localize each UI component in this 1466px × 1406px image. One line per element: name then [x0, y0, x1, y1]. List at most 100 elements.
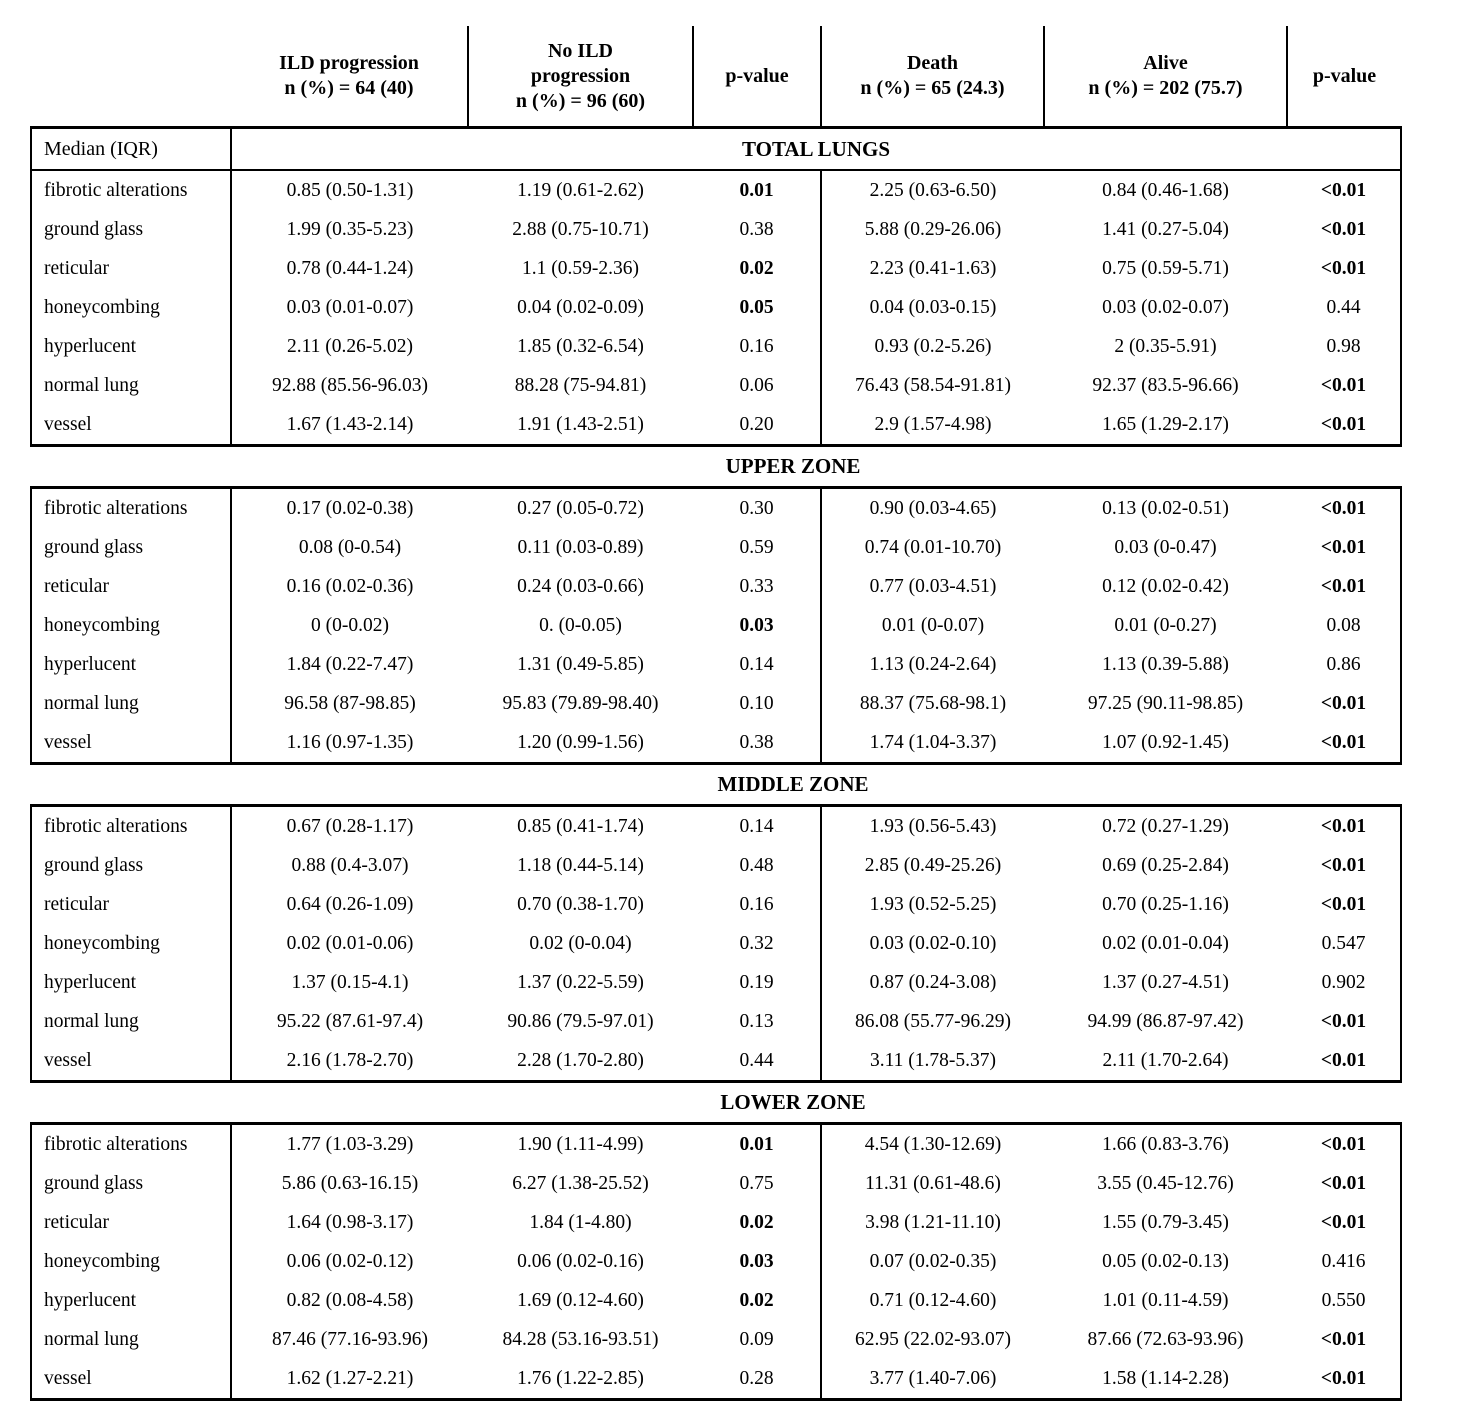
alive-cell: 0.05 (0.02-0.13) [1102, 1250, 1229, 1272]
death-cell: 1.93 (0.56-5.43) [821, 804, 1044, 846]
p-value-1-cell: 0.38 [693, 723, 822, 765]
p-value-1-cell: 0.14 [693, 804, 822, 846]
p-value-2-cell: <0.01 [1287, 684, 1402, 723]
row-label-cell: vessel [30, 723, 232, 765]
row-label-cell: fibrotic alterations [30, 804, 232, 846]
p-value-2-cell: <0.01 [1287, 405, 1402, 447]
column-header-row-label [31, 26, 231, 128]
ild-progression-cell: 2.11 (0.26-5.02) [286, 335, 413, 357]
alive-cell: 1.41 (0.27-5.04) [1102, 218, 1229, 240]
death-cell: 1.74 (1.04-3.37) [821, 723, 1044, 765]
p-value-1-cell: 0.38 [693, 210, 822, 249]
ild-progression-cell: 0.17 (0.02-0.38) [231, 486, 468, 528]
column-header-death: Death n (%) = 65 (24.3) [820, 26, 1044, 128]
death-cell: 0.90 (0.03-4.65) [821, 486, 1044, 528]
p-value-1-cell: 0.20 [693, 405, 822, 447]
no-ild-progression-cell: 1.20 (0.99-1.56) [468, 723, 693, 765]
p-value-1-cell: 0.16 [693, 885, 822, 924]
p-value-2-cell: 0.416 [1287, 1242, 1402, 1281]
table-row: fibrotic alterations 0.85 (0.50-1.31) 1.19… [30, 170, 1402, 210]
no-ild-progression-cell: 2.28 (1.70-2.80) [468, 1041, 693, 1083]
alive-cell: 97.25 (90.11-98.85) [1087, 692, 1244, 714]
p-value-1-cell: 0.09 [693, 1320, 822, 1359]
no-ild-progression-cell: 1.91 (1.43-2.51) [468, 405, 693, 447]
table-row: vessel 1.62 (1.27-2.21) 1.76 (1.22-2.85) 0.… [30, 1359, 1402, 1401]
death-cell: 3.11 (1.78-5.37) [821, 1041, 1044, 1083]
alive-cell: 0.69 (0.25-2.84) [1102, 854, 1229, 876]
zone-title-row: UPPER ZONE [31, 446, 1401, 488]
p-value-1-cell: 0.48 [693, 846, 822, 885]
no-ild-progression-cell: 0.24 (0.03-0.66) [517, 575, 644, 597]
death-cell: 0.07 (0.02-0.35) [869, 1250, 997, 1272]
p-value-1-cell: 0.10 [693, 684, 822, 723]
death-cell: 11.31 (0.61-48.6) [865, 1172, 1001, 1194]
table-row: ground glass 0.08 (0-0.54) 0.11 (0.03-0.89… [30, 528, 1402, 567]
p-value-1-cell: 0.16 [693, 327, 822, 366]
alive-cell: 87.66 (72.63-93.96) [1087, 1328, 1244, 1350]
death-cell: 3.98 (1.21-11.10) [865, 1211, 1001, 1233]
section-title-total-lungs: TOTAL LUNGS [231, 126, 1402, 171]
table-row: reticular 0.16 (0.02-0.36) 0.24 (0.03-0.66… [30, 567, 1402, 606]
table-row: reticular 0.64 (0.26-1.09) 0.70 (0.38-1.70… [30, 885, 1402, 924]
table-row: normal lung 96.58 (87-98.85) 95.83 (79.89-… [30, 684, 1402, 723]
alive-cell: 1.37 (0.27-4.51) [1102, 971, 1229, 993]
table-row: hyperlucent 2.11 (0.26-5.02) 1.85 (0.32-6.… [30, 327, 1402, 366]
no-ild-progression-cell: 1.85 (0.32-6.54) [517, 335, 644, 357]
row-label-cell: hyperlucent [30, 1281, 232, 1320]
row-label-cell: normal lung [30, 1320, 232, 1359]
no-ild-progression-cell: 2.88 (0.75-10.71) [512, 218, 649, 240]
ild-progression-cell: 0.06 (0.02-0.12) [286, 1250, 414, 1272]
column-header-p-value-1: p-value [692, 26, 821, 128]
p-value-2-cell: <0.01 [1287, 846, 1402, 885]
alive-cell: 1.65 (1.29-2.17) [1044, 405, 1287, 447]
table-row: honeycombing 0.06 (0.02-0.12) 0.06 (0.02-0… [30, 1242, 1402, 1281]
no-ild-progression-cell: 84.28 (53.16-93.51) [502, 1328, 659, 1350]
ild-progression-cell: 1.16 (0.97-1.35) [231, 723, 468, 765]
death-cell: 2.9 (1.57-4.98) [821, 405, 1044, 447]
table-row: normal lung 92.88 (85.56-96.03) 88.28 (75-… [30, 366, 1402, 405]
ild-progression-cell: 1.84 (0.22-7.47) [286, 653, 414, 675]
table-row: hyperlucent 1.37 (0.15-4.1) 1.37 (0.22-5.5… [30, 963, 1402, 1002]
column-header-no-ild-progression: No ILD progression n (%) = 96 (60) [467, 26, 693, 128]
table-row: reticular 0.78 (0.44-1.24) 1.1 (0.59-2.36)… [30, 249, 1402, 288]
ild-progression-cell: 0.67 (0.28-1.17) [231, 804, 468, 846]
p-value-2-cell: <0.01 [1287, 1002, 1402, 1041]
ild-progression-cell: 1.67 (1.43-2.14) [231, 405, 468, 447]
median-iqr-row: Median (IQR) TOTAL LUNGS [30, 126, 1402, 171]
table-row: normal lung 95.22 (87.61-97.4) 90.86 (79.5… [30, 1002, 1402, 1041]
ild-progression-cell: 5.86 (0.63-16.15) [281, 1172, 419, 1194]
death-cell: 2.85 (0.49-25.26) [864, 854, 1002, 876]
alive-cell: 0.12 (0.02-0.42) [1102, 575, 1229, 597]
column-header-row: ILD progression n (%) = 64 (40) No ILD pr… [31, 26, 1401, 128]
alive-cell: 0.02 (0.01-0.04) [1102, 932, 1229, 954]
p-value-1-cell: 0.01 [693, 170, 822, 210]
ild-progression-cell: 96.58 (87-98.85) [284, 692, 416, 714]
ild-progression-cell: 0.64 (0.26-1.09) [286, 893, 414, 915]
row-label-cell: reticular [30, 1203, 232, 1242]
p-value-2-cell: <0.01 [1287, 249, 1402, 288]
p-value-2-cell: <0.01 [1287, 366, 1402, 405]
p-value-2-cell: <0.01 [1287, 210, 1402, 249]
no-ild-progression-cell: 0. (0-0.05) [539, 614, 622, 636]
row-label-cell: honeycombing [30, 1242, 232, 1281]
table-row: fibrotic alterations 1.77 (1.03-3.29) 1.90… [30, 1122, 1402, 1164]
table-row: ground glass 0.88 (0.4-3.07) 1.18 (0.44-5.… [30, 846, 1402, 885]
no-ild-progression-cell: 6.27 (1.38-25.52) [512, 1172, 649, 1194]
section-title-middle-zone: MIDDLE ZONE [717, 772, 869, 796]
table-row: hyperlucent 0.82 (0.08-4.58) 1.69 (0.12-4.… [30, 1281, 1402, 1320]
alive-cell: 0.03 (0.02-0.07) [1102, 296, 1229, 318]
no-ild-progression-cell: 0.70 (0.38-1.70) [517, 893, 644, 915]
no-ild-progression-cell: 1.19 (0.61-2.62) [517, 179, 644, 201]
table-row: hyperlucent 1.84 (0.22-7.47) 1.31 (0.49-5.… [30, 645, 1402, 684]
p-value-1-cell: 0.02 [693, 249, 822, 288]
p-value-2-cell: <0.01 [1287, 885, 1402, 924]
p-value-1-cell: 0.01 [693, 1122, 822, 1164]
alive-cell: 92.37 (83.5-96.66) [1092, 374, 1239, 396]
alive-cell: 0.84 (0.46-1.68) [1102, 179, 1229, 201]
ild-progression-cell: 1.77 (1.03-3.29) [231, 1122, 468, 1164]
row-label-cell: fibrotic alterations [30, 170, 232, 210]
ild-progression-cell: 2.16 (1.78-2.70) [231, 1041, 468, 1083]
p-value-1-cell: 0.03 [693, 1242, 822, 1281]
alive-cell: 1.55 (0.79-3.45) [1102, 1211, 1229, 1233]
alive-cell: 1.07 (0.92-1.45) [1044, 723, 1287, 765]
